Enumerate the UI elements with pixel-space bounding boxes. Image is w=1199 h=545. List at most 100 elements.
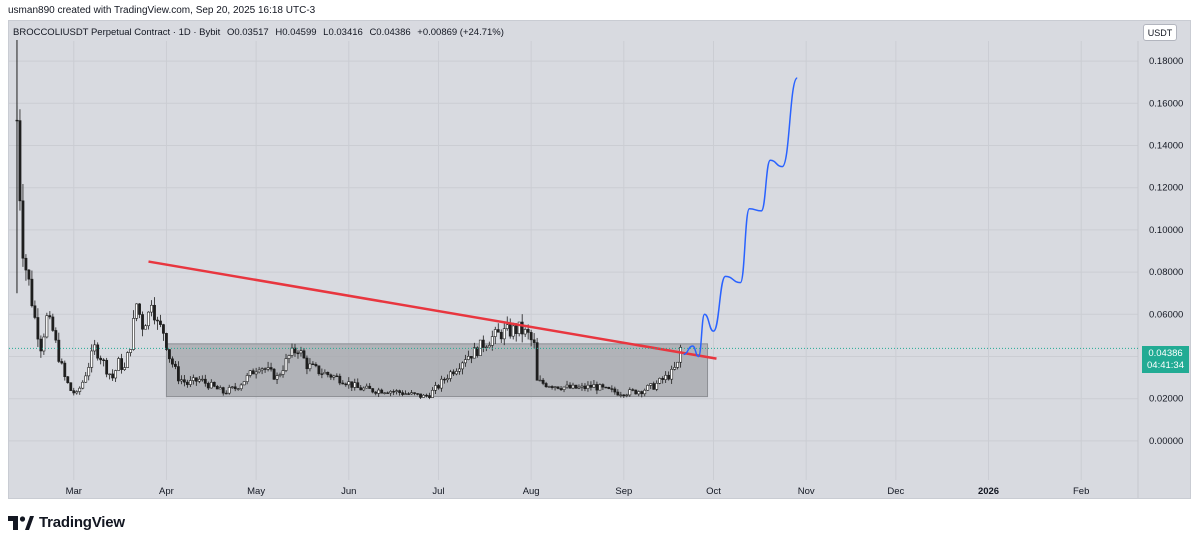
candle-body — [66, 376, 70, 384]
candle-body — [386, 392, 390, 394]
candle-body — [380, 389, 384, 394]
candle-body — [526, 329, 530, 333]
tradingview-brand[interactable]: TradingView — [8, 514, 125, 531]
candle-body — [469, 356, 473, 359]
candle-body — [21, 200, 25, 259]
candle-body — [368, 385, 372, 389]
candle-body — [123, 367, 126, 370]
candle-body — [544, 383, 548, 388]
consolidation-range-box — [165, 343, 709, 398]
bar-countdown: 04:41:34 — [1147, 360, 1184, 371]
candle-body — [437, 385, 440, 389]
candle-body — [374, 391, 378, 394]
candle-body — [84, 375, 88, 383]
candle-body — [305, 357, 309, 370]
candle-body — [458, 368, 461, 372]
candle-body — [652, 383, 656, 390]
chart-panel[interactable] — [8, 20, 1191, 499]
candle-body — [117, 358, 121, 371]
candle-body — [168, 349, 171, 360]
candle-body — [209, 381, 213, 389]
candle-body — [556, 386, 560, 389]
candle-body — [296, 352, 300, 355]
candle-body — [514, 325, 518, 334]
candle-body — [478, 339, 482, 356]
candle-body — [481, 339, 485, 348]
candle-body — [105, 359, 109, 375]
candle-body — [57, 339, 61, 362]
candle-body — [568, 384, 572, 389]
candle-body — [126, 352, 129, 368]
candle-body — [392, 391, 396, 393]
candle-body — [263, 368, 267, 370]
candle-body — [203, 378, 207, 384]
candle-body — [266, 367, 270, 370]
candle-body — [150, 304, 153, 313]
candle-body — [320, 373, 324, 375]
candle-body — [141, 314, 144, 330]
low-value: L0.03416 — [323, 27, 363, 38]
candle-body — [664, 374, 668, 380]
candle-body — [159, 320, 162, 325]
candle-body — [634, 389, 638, 395]
candle-body — [284, 358, 288, 371]
candle-body — [102, 359, 106, 361]
x-tick-label: Oct — [706, 486, 721, 497]
candle-body — [311, 363, 315, 365]
candle-body — [389, 391, 393, 394]
candle-body — [135, 303, 138, 319]
resistance-trendline — [148, 260, 717, 360]
candle-body — [42, 336, 46, 352]
candle-body — [607, 386, 611, 389]
candle-body — [362, 387, 366, 391]
candle-body — [27, 269, 31, 280]
candle-body — [81, 381, 85, 389]
candle-body — [502, 328, 506, 340]
candle-body — [538, 379, 542, 382]
candle-body — [39, 338, 43, 352]
candle-body — [661, 378, 665, 380]
candle-body — [87, 367, 91, 377]
x-tick-label: Feb — [1073, 486, 1089, 497]
candle-body — [413, 392, 416, 394]
projection-path — [683, 77, 798, 358]
candle-body — [233, 386, 237, 390]
candle-body — [601, 384, 605, 388]
candle-body — [416, 393, 419, 395]
candle-body — [206, 383, 210, 389]
x-tick-label: Aug — [523, 486, 540, 497]
candle-body — [290, 347, 294, 356]
symbol-title: BROCCOLIUSDT Perpetual Contract · 1D · B… — [13, 27, 221, 38]
candle-body — [45, 315, 49, 338]
candle-body — [275, 375, 279, 380]
y-tick-label: 0.16000 — [1149, 98, 1183, 109]
candle-body — [616, 391, 620, 396]
candle-body — [407, 393, 410, 395]
candle-body — [132, 318, 135, 350]
candle-body — [156, 319, 159, 322]
y-tick-label: 0.14000 — [1149, 141, 1183, 152]
candle-body — [359, 387, 363, 391]
candle-body — [583, 385, 587, 390]
candle-body — [613, 388, 617, 393]
candle-body — [36, 317, 40, 340]
candle-body — [673, 367, 677, 370]
candle-body — [562, 386, 566, 390]
candle-body — [350, 381, 354, 388]
candle-body — [338, 375, 342, 384]
candle-body — [197, 378, 201, 382]
candle-body — [463, 359, 467, 364]
candle-body — [428, 395, 431, 398]
candle-body — [302, 350, 306, 359]
y-tick-label: 0.12000 — [1149, 183, 1183, 194]
y-tick-label: 0.06000 — [1149, 309, 1183, 320]
candle-body — [314, 364, 318, 367]
candle-body — [230, 386, 234, 388]
candle-body — [410, 392, 413, 395]
candle-body — [449, 371, 452, 379]
candle-body — [194, 377, 198, 382]
currency-button[interactable]: USDT — [1143, 24, 1177, 41]
candle-body — [281, 370, 285, 375]
candle-body — [679, 347, 683, 363]
